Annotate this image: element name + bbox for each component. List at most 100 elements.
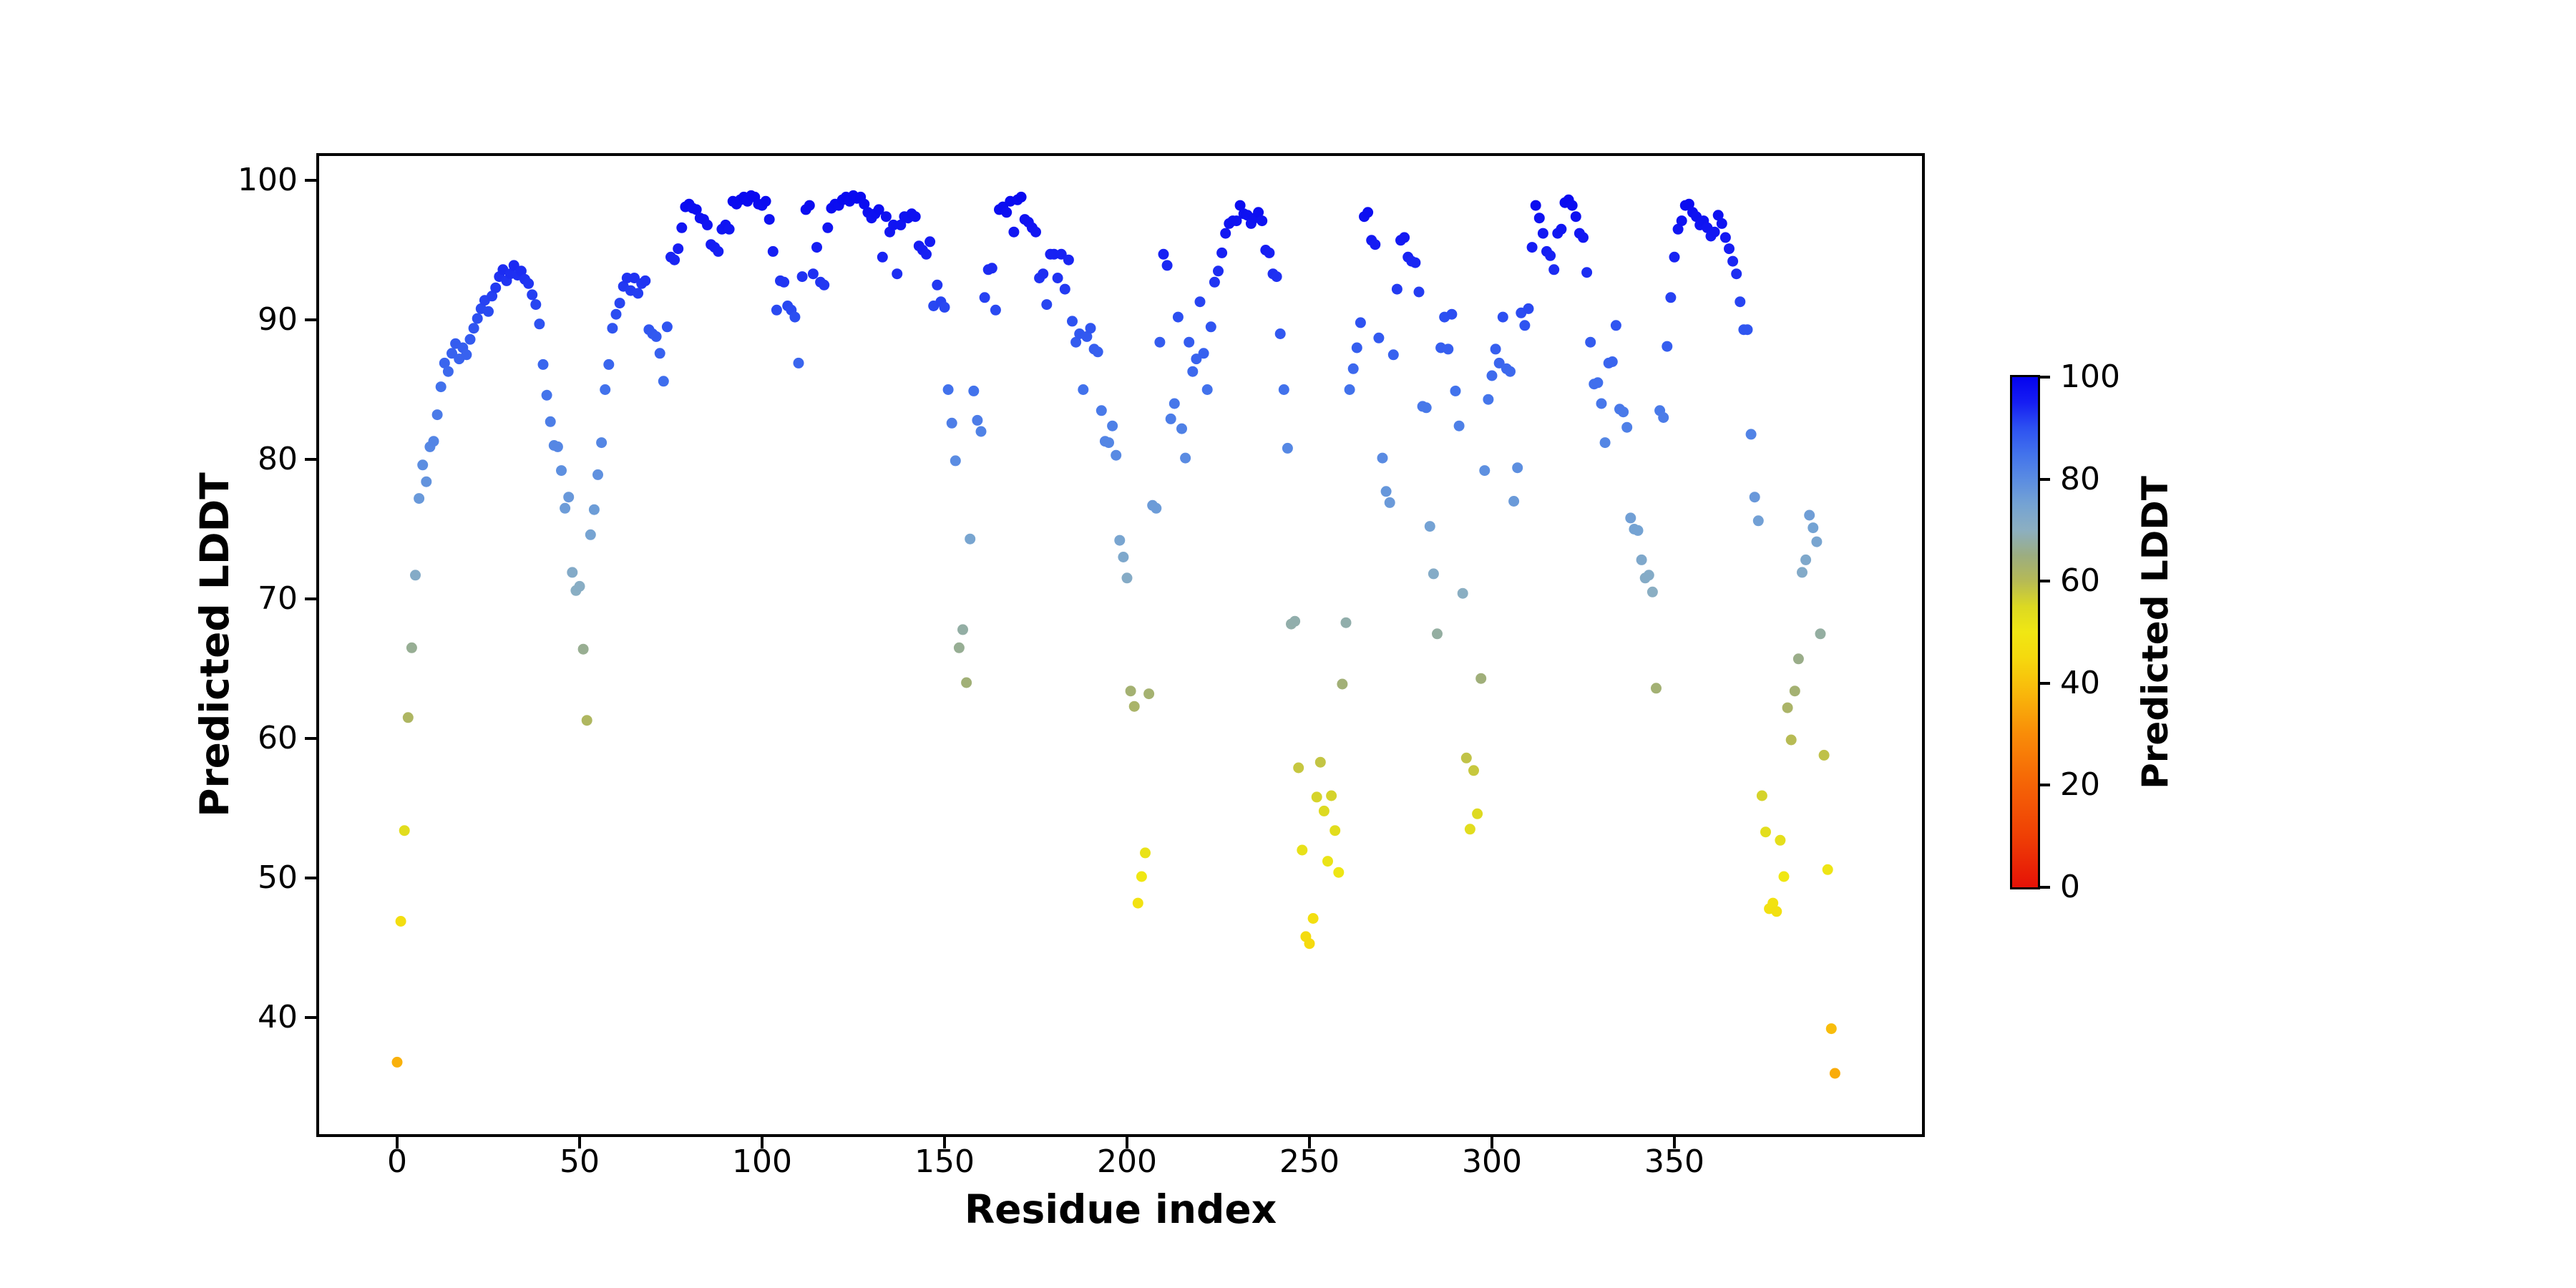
- scatter-point: [1490, 343, 1501, 355]
- scatter-point: [1526, 242, 1538, 253]
- scatter-point: [1479, 465, 1491, 477]
- y-tick-mark: [305, 1016, 316, 1019]
- scatter-point: [537, 358, 549, 370]
- scatter-point: [1154, 336, 1166, 348]
- scatter-point: [1136, 871, 1147, 882]
- scatter-point: [1333, 867, 1345, 878]
- scatter-point: [1672, 223, 1684, 235]
- scatter-point: [1297, 844, 1308, 856]
- scatter-point: [1556, 223, 1567, 235]
- scatter-point: [909, 211, 921, 223]
- scatter-point: [1804, 509, 1815, 521]
- scatter-point: [1724, 243, 1735, 255]
- colorbar-gradient: [2010, 375, 2040, 889]
- scatter-point: [1326, 790, 1337, 801]
- scatter-point: [1658, 412, 1669, 423]
- scatter-point: [779, 276, 790, 288]
- scatter-point: [1752, 515, 1764, 527]
- scatter-point: [515, 265, 527, 277]
- y-tick-label: 50: [258, 859, 298, 896]
- scatter-point: [1330, 825, 1341, 836]
- scatter-point: [552, 441, 563, 452]
- scatter-point: [1125, 686, 1136, 697]
- scatter-point: [1220, 228, 1231, 239]
- scatter-point: [1234, 200, 1246, 211]
- x-tick-label: 200: [1097, 1143, 1157, 1180]
- scatter-point: [1712, 210, 1724, 221]
- x-tick-label: 50: [560, 1143, 600, 1180]
- scatter-point: [1749, 492, 1760, 503]
- scatter-point: [545, 416, 556, 427]
- scatter-point: [1472, 808, 1483, 819]
- scatter-point: [822, 222, 834, 233]
- scatter-point: [603, 358, 615, 370]
- x-tick-mark: [1126, 1137, 1128, 1148]
- scatter-point: [953, 642, 965, 653]
- scatter-point: [1293, 762, 1304, 774]
- scatter-point: [406, 642, 417, 653]
- scatter-point: [1322, 856, 1333, 867]
- scatter-point: [1596, 398, 1607, 409]
- scatter-point: [950, 455, 961, 467]
- scatter-point: [414, 493, 425, 504]
- scatter-point: [1289, 615, 1301, 627]
- scatter-point: [1184, 336, 1195, 348]
- scatter-point: [1548, 264, 1560, 275]
- x-tick-mark: [1673, 1137, 1676, 1148]
- scatter-point: [669, 254, 680, 265]
- scatter-point: [1307, 913, 1319, 924]
- scatter-point: [461, 349, 472, 361]
- scatter-point: [1008, 226, 1020, 238]
- scatter-point: [1570, 211, 1581, 223]
- scatter-point: [447, 348, 457, 359]
- scatter-point: [1632, 525, 1644, 536]
- scatter-point: [1537, 228, 1548, 239]
- scatter-point: [556, 465, 567, 477]
- scatter-point: [1767, 897, 1779, 909]
- scatter-point: [957, 624, 968, 635]
- scatter-point: [1067, 316, 1078, 327]
- scatter-point: [417, 459, 429, 471]
- scatter-point: [1180, 452, 1191, 464]
- scatter-point: [1646, 586, 1658, 597]
- scatter-point: [1735, 296, 1746, 308]
- scatter-point: [1253, 207, 1264, 218]
- colorbar-tick-mark: [2040, 784, 2050, 787]
- scatter-point: [1599, 437, 1611, 449]
- scatter-point: [1318, 805, 1330, 816]
- scatter-point: [1194, 296, 1206, 308]
- scatter-point: [975, 426, 987, 437]
- scatter-point: [1815, 628, 1826, 640]
- scatter-point: [490, 282, 502, 293]
- scatter-point: [1606, 356, 1618, 367]
- scatter-point: [1387, 349, 1399, 361]
- scatter-point: [574, 580, 585, 592]
- scatter-point: [793, 357, 804, 369]
- scatter-point: [921, 248, 932, 260]
- scatter-point: [1592, 377, 1604, 389]
- y-tick-label: 80: [258, 441, 298, 477]
- scatter-point: [567, 567, 578, 578]
- scatter-point: [895, 219, 907, 230]
- scatter-point: [807, 268, 819, 280]
- scatter-point: [1662, 341, 1673, 352]
- scatter-point: [1355, 317, 1366, 328]
- scatter-point: [1151, 502, 1162, 514]
- scatter-point: [676, 222, 688, 233]
- colorbar-tick-label: 80: [2060, 460, 2100, 497]
- scatter-point: [1432, 628, 1443, 640]
- y-tick-label: 70: [258, 580, 298, 617]
- scatter-point: [650, 331, 662, 342]
- scatter-point: [1347, 363, 1359, 374]
- scatter-point: [1621, 421, 1633, 433]
- colorbar-tick-mark: [2040, 477, 2050, 481]
- scatter-point: [442, 366, 454, 377]
- scatter-point: [1213, 265, 1224, 277]
- scatter-point: [1453, 420, 1465, 431]
- scatter-point: [1413, 286, 1425, 298]
- scatter-point: [1187, 366, 1199, 377]
- scatter-point: [1443, 343, 1454, 355]
- y-tick-label: 100: [238, 162, 298, 198]
- scatter-point: [1800, 554, 1812, 565]
- x-tick-mark: [761, 1137, 763, 1148]
